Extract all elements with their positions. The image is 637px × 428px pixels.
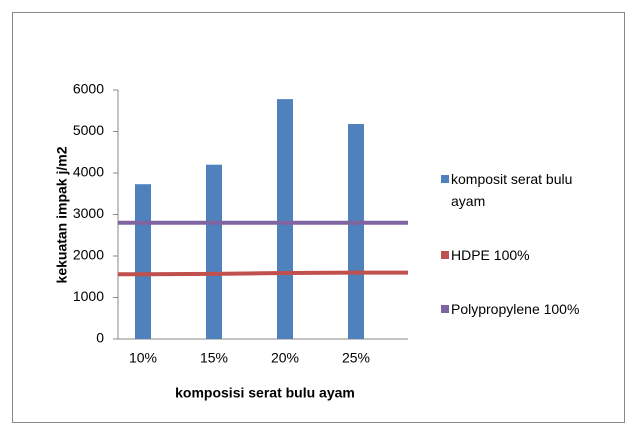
legend-item: HDPE 100% <box>437 244 617 266</box>
y-tick-label: 4000 <box>73 164 104 180</box>
legend-swatch <box>441 175 449 183</box>
line-series <box>142 270 357 277</box>
legend-label: Polypropylene 100% <box>451 301 580 317</box>
x-tick-label: 25% <box>342 350 370 366</box>
y-axis-title: kekuatan impak j/m2 <box>54 146 70 283</box>
x-tick-label: 20% <box>271 350 299 366</box>
legend: komposit serat bulu ayam HDPE 100% Polypro… <box>437 168 617 352</box>
legend-swatch <box>441 251 449 259</box>
y-tick-label: 3000 <box>73 205 104 221</box>
x-axis-title: komposisi serat bulu ayam <box>175 385 355 401</box>
legend-label: komposit serat bulu ayam <box>451 171 573 209</box>
y-tick-label: 0 <box>96 330 104 346</box>
bar <box>348 124 364 339</box>
bar <box>135 184 151 339</box>
y-tick-label: 1000 <box>73 288 104 304</box>
y-tick-label: 5000 <box>73 122 104 138</box>
legend-swatch <box>441 305 449 313</box>
y-tick-label: 6000 <box>73 81 104 97</box>
legend-item: komposit serat bulu ayam <box>437 168 586 212</box>
x-tick-label: 10% <box>129 350 157 366</box>
legend-label: HDPE 100% <box>451 247 530 263</box>
legend-item: Polypropylene 100% <box>437 298 617 320</box>
bar <box>206 164 222 339</box>
x-tick-label: 15% <box>200 350 228 366</box>
y-tick-label: 2000 <box>73 247 104 263</box>
chart-border <box>12 12 625 423</box>
bar <box>277 99 293 339</box>
